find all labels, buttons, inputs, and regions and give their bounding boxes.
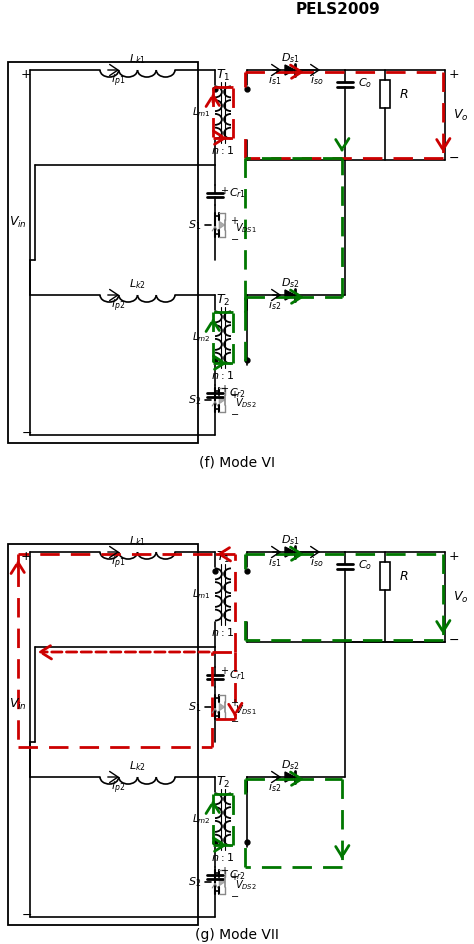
Text: $+$: $+$	[230, 697, 239, 707]
Polygon shape	[219, 703, 225, 711]
Text: $D_{s2}$: $D_{s2}$	[281, 276, 300, 290]
Polygon shape	[285, 547, 295, 557]
Text: $V_{DS1}$: $V_{DS1}$	[235, 221, 257, 235]
Text: $L_{k2}$: $L_{k2}$	[128, 278, 146, 291]
Text: $V_{in}$: $V_{in}$	[9, 697, 27, 712]
Text: $L_{k1}$: $L_{k1}$	[128, 534, 146, 548]
Text: $V_o$: $V_o$	[453, 108, 468, 123]
Text: (g) Mode VII: (g) Mode VII	[195, 928, 279, 942]
Text: $L_{m2}$: $L_{m2}$	[191, 812, 210, 826]
Text: $i_{p2}$: $i_{p2}$	[111, 780, 125, 796]
Text: $+$: $+$	[20, 550, 32, 564]
Text: $-$: $-$	[230, 233, 239, 243]
Text: $+$: $+$	[20, 69, 32, 81]
Polygon shape	[285, 65, 295, 75]
Text: $C_o$: $C_o$	[358, 558, 372, 572]
Text: $i_{p2}$: $i_{p2}$	[111, 297, 125, 314]
Polygon shape	[219, 878, 225, 886]
Text: $-$: $-$	[230, 890, 239, 900]
Text: $i_{s1}$: $i_{s1}$	[268, 73, 282, 87]
Text: $-$: $-$	[230, 715, 239, 725]
Text: $C_{r1}$: $C_{r1}$	[229, 186, 246, 200]
Text: $+$: $+$	[220, 865, 229, 875]
Text: $C_{r2}$: $C_{r2}$	[229, 868, 246, 882]
Text: $D_{s1}$: $D_{s1}$	[281, 533, 300, 547]
Text: $-$: $-$	[21, 426, 33, 439]
Text: $T_1$: $T_1$	[216, 67, 230, 82]
Text: $i_{s1}$: $i_{s1}$	[268, 555, 282, 569]
Text: $i_{so}$: $i_{so}$	[310, 555, 324, 569]
Text: $V_{DS2}$: $V_{DS2}$	[235, 396, 257, 410]
Text: $C_{r2}$: $C_{r2}$	[229, 386, 246, 400]
Polygon shape	[219, 396, 225, 404]
Text: $i_{p1}$: $i_{p1}$	[111, 555, 125, 571]
Text: $+$: $+$	[230, 871, 239, 883]
Text: $+$: $+$	[448, 69, 459, 81]
Text: $+$: $+$	[448, 550, 459, 564]
Text: $+$: $+$	[220, 184, 229, 195]
Text: $n{:}1$: $n{:}1$	[211, 369, 235, 381]
Text: $-$: $-$	[21, 907, 33, 920]
Text: $+$: $+$	[220, 665, 229, 676]
Text: $V_{in}$: $V_{in}$	[9, 214, 27, 229]
Bar	[8, 62, 198, 443]
Text: $T_1$: $T_1$	[216, 549, 230, 565]
Text: $C_{r1}$: $C_{r1}$	[229, 668, 246, 682]
Text: $R$: $R$	[399, 88, 409, 100]
Text: $-$: $-$	[448, 632, 459, 646]
Text: $L_{m1}$: $L_{m1}$	[191, 105, 210, 119]
Text: $+$: $+$	[230, 214, 239, 226]
Text: PELS2009: PELS2009	[295, 3, 380, 18]
Text: $T_2$: $T_2$	[216, 774, 230, 789]
Text: $i_{so}$: $i_{so}$	[310, 73, 324, 87]
Text: $i_{s2}$: $i_{s2}$	[268, 780, 282, 794]
Polygon shape	[285, 772, 295, 782]
Text: $V_o$: $V_o$	[453, 589, 468, 604]
Text: $-$: $-$	[448, 150, 459, 163]
Text: $n{:}1$: $n{:}1$	[211, 851, 235, 863]
Text: $D_{s2}$: $D_{s2}$	[281, 758, 300, 772]
Text: $-$: $-$	[230, 408, 239, 418]
Text: $L_{k1}$: $L_{k1}$	[128, 52, 146, 66]
Text: $L_{m2}$: $L_{m2}$	[191, 330, 210, 344]
Text: $V_{DS2}$: $V_{DS2}$	[235, 878, 257, 892]
Text: $n{:}1$: $n{:}1$	[211, 626, 235, 638]
Polygon shape	[285, 290, 295, 300]
Text: $D_{s1}$: $D_{s1}$	[281, 51, 300, 65]
Text: $n{:}1$: $n{:}1$	[211, 144, 235, 156]
Text: $R$: $R$	[399, 569, 409, 582]
Bar	[380, 562, 390, 590]
Text: (f) Mode VI: (f) Mode VI	[199, 455, 275, 469]
Text: $T_2$: $T_2$	[216, 293, 230, 308]
Text: $C_o$: $C_o$	[358, 76, 372, 90]
Text: $L_{m1}$: $L_{m1}$	[191, 587, 210, 601]
Bar	[8, 544, 198, 925]
Text: $S_1$: $S_1$	[188, 700, 201, 714]
Text: $V_{DS1}$: $V_{DS1}$	[235, 703, 257, 716]
Text: $i_{s2}$: $i_{s2}$	[268, 298, 282, 312]
Bar	[380, 80, 390, 108]
Polygon shape	[219, 221, 225, 229]
Text: $+$: $+$	[220, 382, 229, 394]
Text: $S_2$: $S_2$	[188, 875, 201, 889]
Text: $S_2$: $S_2$	[188, 393, 201, 407]
Text: $+$: $+$	[230, 390, 239, 400]
Text: $L_{k2}$: $L_{k2}$	[128, 759, 146, 773]
Text: $S_1$: $S_1$	[188, 218, 201, 232]
Text: $i_{p1}$: $i_{p1}$	[111, 73, 125, 89]
